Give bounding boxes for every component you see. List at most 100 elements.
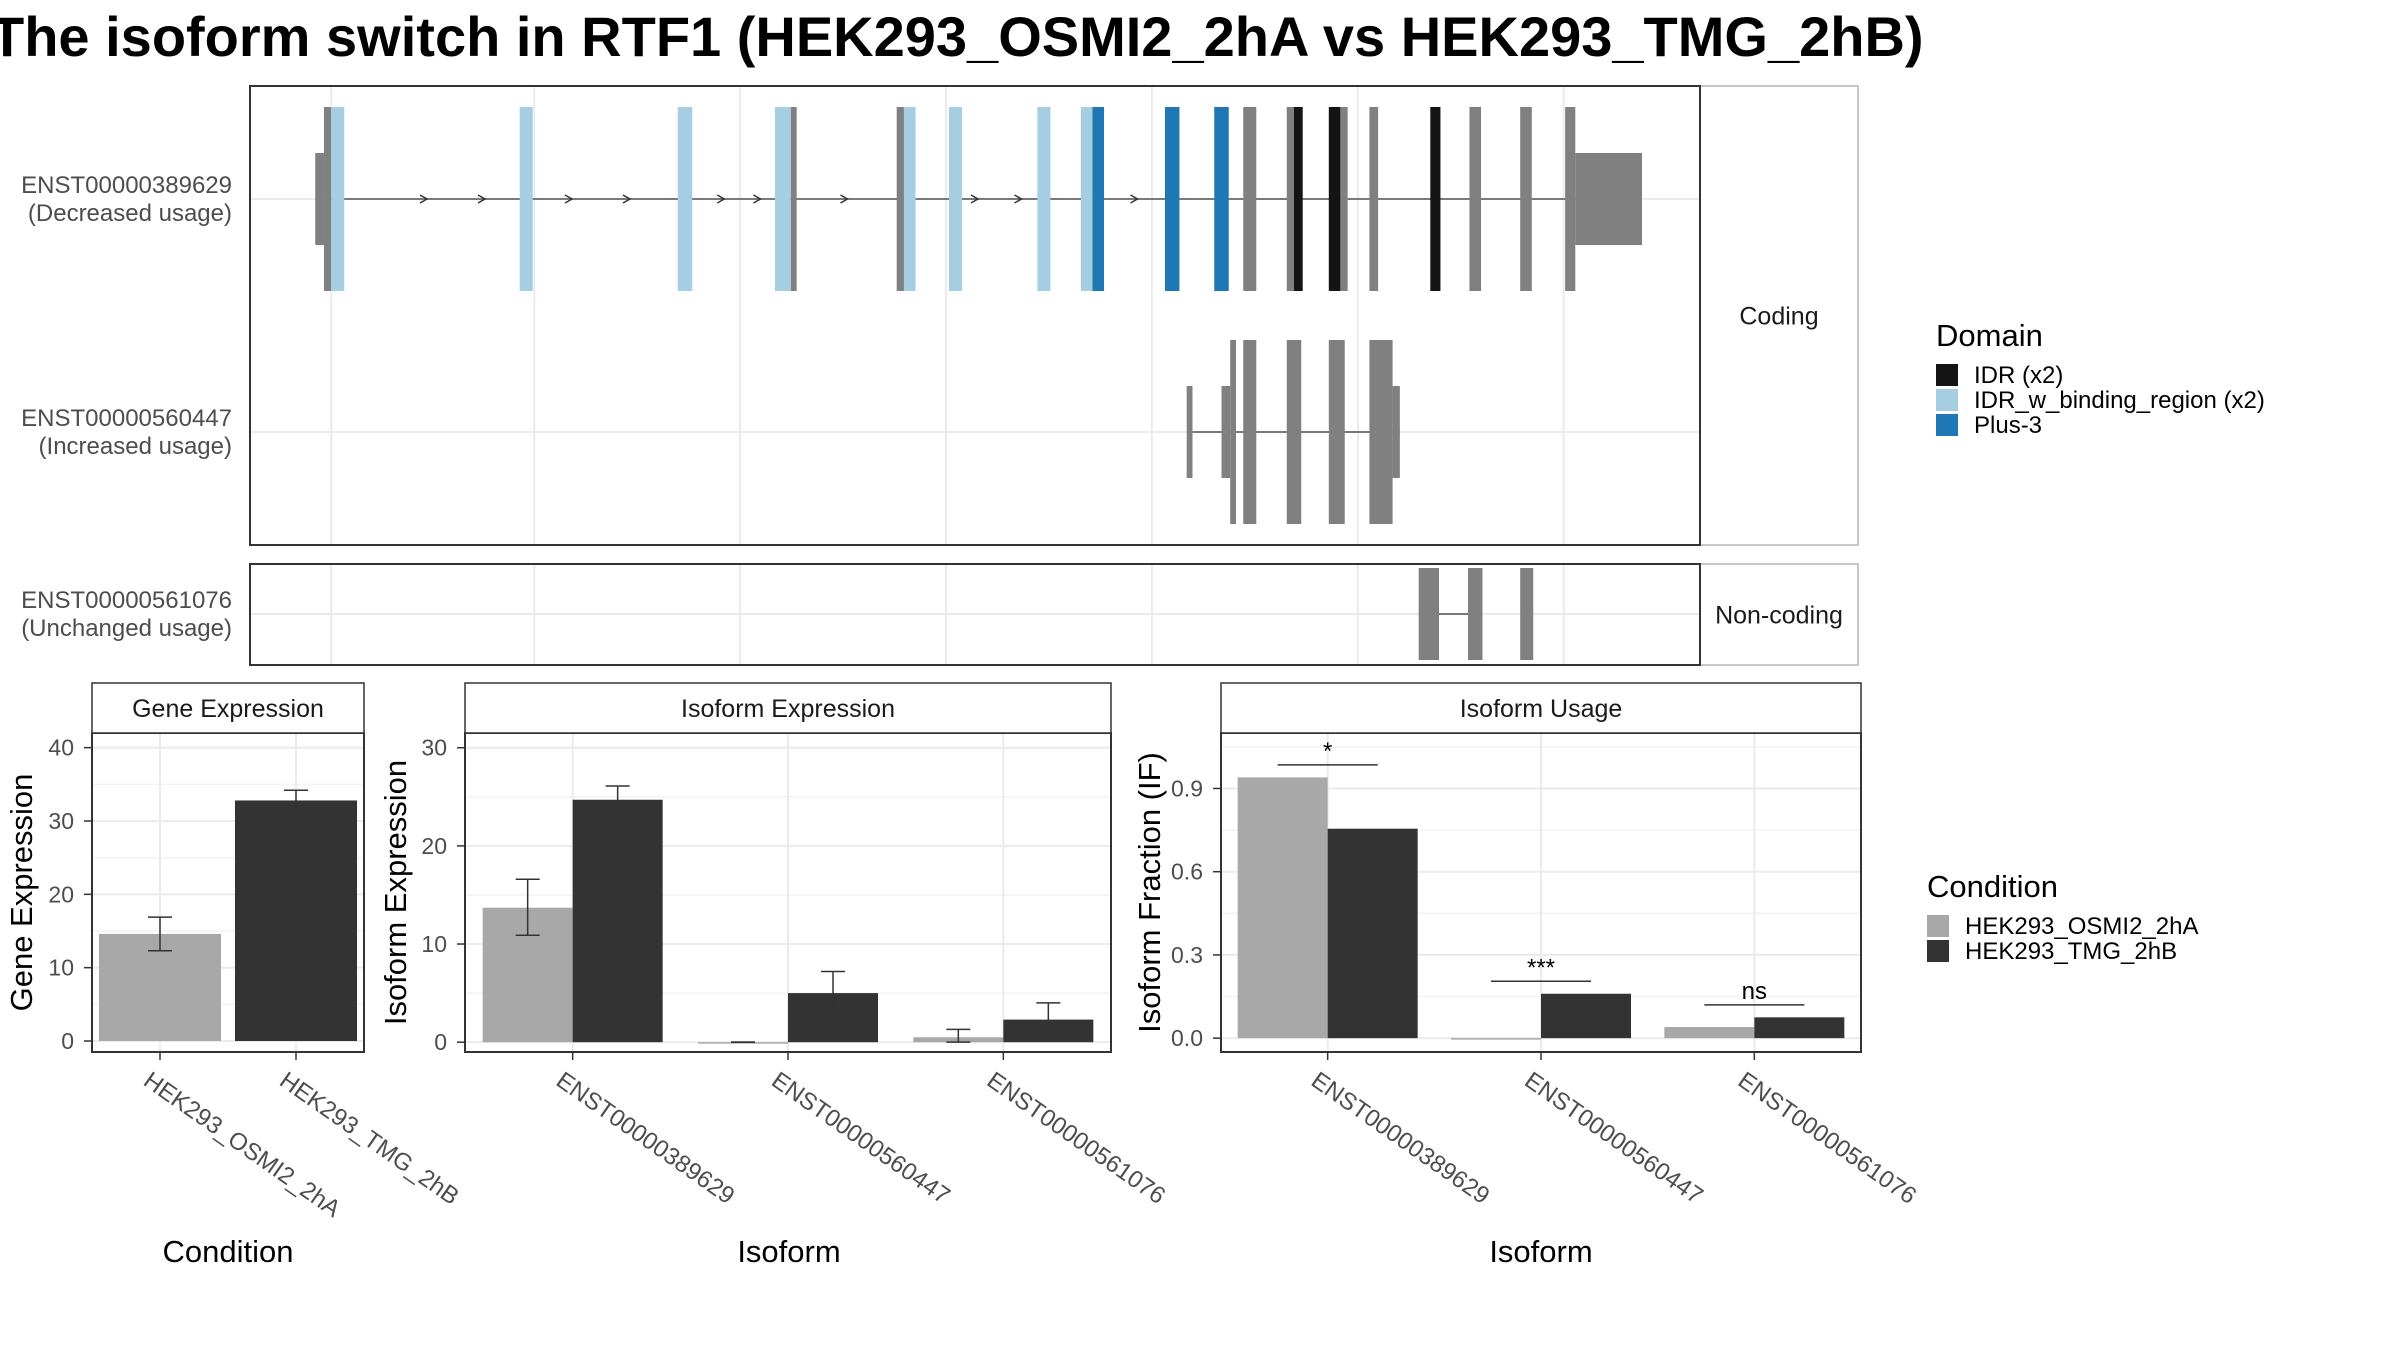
y-tick-label: 0 <box>61 1028 74 1054</box>
structure-panel-frame <box>249 563 1701 666</box>
bar-series-0 <box>1664 1027 1755 1039</box>
exon-idr_binding <box>903 107 916 291</box>
transcript-id-label: ENST00000560447 <box>21 405 232 432</box>
transcript-usage-label: (Unchanged usage) <box>21 615 232 642</box>
exon-exon <box>1520 568 1534 660</box>
exon-exon <box>1392 386 1400 478</box>
x-tick-label: ENST00000389629 <box>1306 1067 1494 1210</box>
y-tick-label: 0.0 <box>1171 1025 1203 1051</box>
chart-title: Isoform Expression <box>681 695 895 723</box>
y-tick-label: 0.9 <box>1171 775 1203 801</box>
bar-series-1 <box>572 799 663 1043</box>
y-axis-label: Isoform Expression <box>378 760 413 1025</box>
exon-exon <box>1575 153 1642 245</box>
legend-key <box>1927 915 1949 937</box>
structure-panel-frame <box>249 85 1701 546</box>
exon-exon <box>323 107 332 291</box>
expression-charts: Gene Expression010203040HEK293_OSMI2_2hA… <box>4 682 1921 1269</box>
y-tick-label: 10 <box>421 931 447 957</box>
bar-series-0 <box>1451 1038 1541 1040</box>
significance-label: *** <box>1527 954 1555 981</box>
legend-key <box>1936 414 1958 436</box>
exon-plus3 <box>1164 107 1180 291</box>
transcript-id-label: ENST00000561076 <box>21 587 232 614</box>
direction-arrow <box>970 194 980 204</box>
y-tick-label: 10 <box>48 955 74 981</box>
exon-exon <box>1243 107 1257 291</box>
bar-series-1 <box>1327 828 1418 1039</box>
exon-idr_binding <box>774 107 791 291</box>
exon-exon <box>790 107 797 291</box>
exon-idr_binding <box>1037 107 1051 291</box>
legend-key <box>1927 940 1949 962</box>
transcript-usage-label: (Decreased usage) <box>28 200 232 227</box>
direction-arrow <box>1014 194 1024 204</box>
legend-label: Plus-3 <box>1974 412 2042 439</box>
exon-exon <box>315 153 324 245</box>
y-tick-label: 0.3 <box>1171 942 1203 968</box>
exon-exon <box>1369 107 1379 291</box>
panel-strip <box>1699 85 1859 546</box>
chart-strip <box>1220 682 1862 734</box>
exon-exon <box>1186 386 1193 478</box>
exon-exon <box>1369 340 1393 524</box>
direction-arrow <box>477 194 487 204</box>
y-axis-label: Gene Expression <box>4 774 39 1012</box>
y-tick-label: 30 <box>421 735 447 761</box>
exon-plus3 <box>1214 107 1229 291</box>
exon-idr <box>1328 107 1341 291</box>
y-tick-label: 40 <box>48 735 74 761</box>
significance-label: * <box>1323 738 1332 765</box>
legend-title: Condition <box>1927 869 2058 904</box>
x-axis-label: Condition <box>163 1234 294 1269</box>
legend-label: HEK293_OSMI2_2hA <box>1965 913 2198 940</box>
structure-panel-bg <box>250 86 1700 545</box>
exon-exon <box>1418 568 1439 660</box>
direction-arrow <box>840 194 850 204</box>
legend-title: Domain <box>1936 318 2043 353</box>
x-tick-label: ENST00000561076 <box>1733 1067 1921 1210</box>
exon-exon <box>1221 386 1231 478</box>
exon-exon <box>1286 340 1302 524</box>
y-tick-label: 20 <box>48 881 74 907</box>
bar-series-0 <box>1237 777 1328 1039</box>
y-tick-label: 20 <box>421 833 447 859</box>
legend-label: HEK293_TMG_2hB <box>1965 938 2177 965</box>
exon-exon <box>1520 107 1532 291</box>
exon-plus3 <box>1092 107 1105 291</box>
legend-key <box>1936 389 1958 411</box>
direction-arrow <box>716 194 726 204</box>
x-tick-label: ENST00000560447 <box>1520 1067 1708 1210</box>
legend-key <box>1936 364 1958 386</box>
significance-label: ns <box>1742 978 1767 1005</box>
exon-exon <box>1243 340 1257 524</box>
exon-idr <box>1430 107 1441 291</box>
x-tick-label: ENST00000561076 <box>982 1067 1170 1210</box>
exon-exon <box>1230 340 1236 524</box>
exon-exon <box>896 107 904 291</box>
y-axis-label: Isoform Fraction (IF) <box>1132 752 1167 1033</box>
direction-arrow <box>564 194 574 204</box>
figure-title: The isoform switch in RTF1 (HEK293_OSMI2… <box>0 5 1924 68</box>
direction-arrow <box>1130 194 1140 204</box>
domain-legend: Domain IDR (x2)IDR_w_binding_region (x2)P… <box>1936 318 2265 439</box>
exon-idr_binding <box>519 107 533 291</box>
exon-idr_binding <box>331 107 345 291</box>
y-tick-label: 30 <box>48 808 74 834</box>
x-tick-label: ENST00000560447 <box>767 1067 955 1210</box>
chart-title: Isoform Usage <box>1460 695 1623 723</box>
transcript-usage-label: (Increased usage) <box>39 433 232 460</box>
direction-arrow <box>753 194 763 204</box>
exon-idr_binding <box>948 107 962 291</box>
chart-title: Gene Expression <box>132 695 324 723</box>
exon-idr <box>1294 107 1303 291</box>
chart-strip <box>464 682 1112 734</box>
bar-series-1 <box>1541 993 1631 1039</box>
panel-strip-label: Non-coding <box>1715 602 1843 630</box>
panel-strip-label: Coding <box>1739 303 1818 331</box>
y-tick-label: 0.6 <box>1171 859 1203 885</box>
y-tick-label: 0 <box>434 1029 447 1055</box>
